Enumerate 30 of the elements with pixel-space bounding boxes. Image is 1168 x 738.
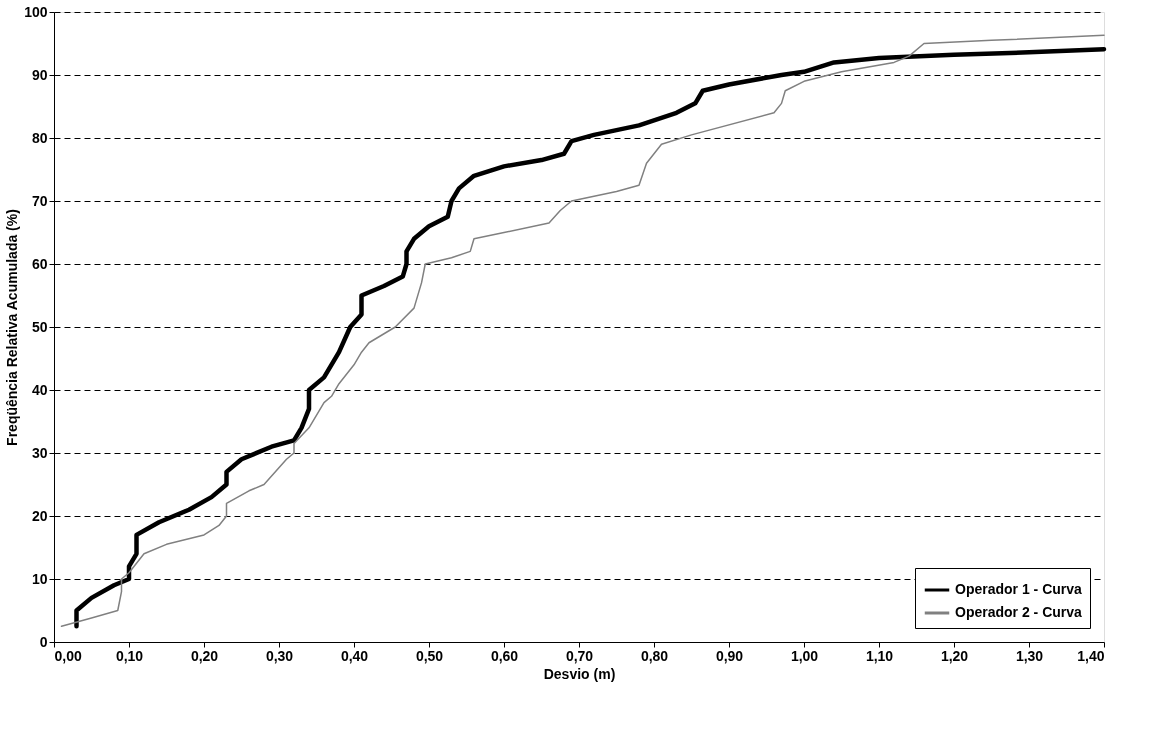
x-tick-label: 1,30 (1015, 647, 1044, 664)
y-tick-label: 20 (31, 507, 48, 524)
x-tick-label: 0,50 (415, 647, 444, 664)
x-tick-label: 0,40 (340, 647, 369, 664)
y-tick-label: 0 (39, 633, 48, 650)
y-tick-label: 50 (31, 318, 48, 335)
y-tick-label: 70 (31, 192, 48, 209)
x-tick-label: 0,20 (190, 647, 219, 664)
x-tick-label: 1,40 (1077, 647, 1105, 664)
y-tick-label: 30 (31, 444, 48, 461)
y-tick-label: 40 (31, 381, 48, 398)
x-tick-label: 0,90 (715, 647, 744, 664)
y-tick-label: 10 (31, 570, 48, 587)
y-axis-title: Freqüência Relativa Acumulada (%) (4, 209, 21, 446)
legend-label: Operador 1 - Curva (955, 581, 1083, 597)
x-tick-label: 1,00 (790, 647, 819, 664)
y-tick-label: 90 (31, 66, 48, 83)
x-tick-label: 0,80 (640, 647, 669, 664)
y-tick-label: 80 (31, 129, 48, 146)
x-tick-label: 0,60 (490, 647, 519, 664)
y-tick-label: 60 (31, 255, 48, 272)
x-tick-label: 0,00 (54, 647, 82, 664)
x-tick-label: 0,10 (115, 647, 144, 664)
x-tick-label: 1,20 (940, 647, 969, 664)
legend-label: Operador 2 - Curva (955, 604, 1083, 620)
x-tick-label: 0,30 (265, 647, 294, 664)
x-tick-label: 1,10 (865, 647, 894, 664)
y-tick-label: 100 (24, 3, 48, 20)
x-axis-title: Desvio (m) (543, 665, 616, 682)
x-tick-label: 0,70 (565, 647, 594, 664)
